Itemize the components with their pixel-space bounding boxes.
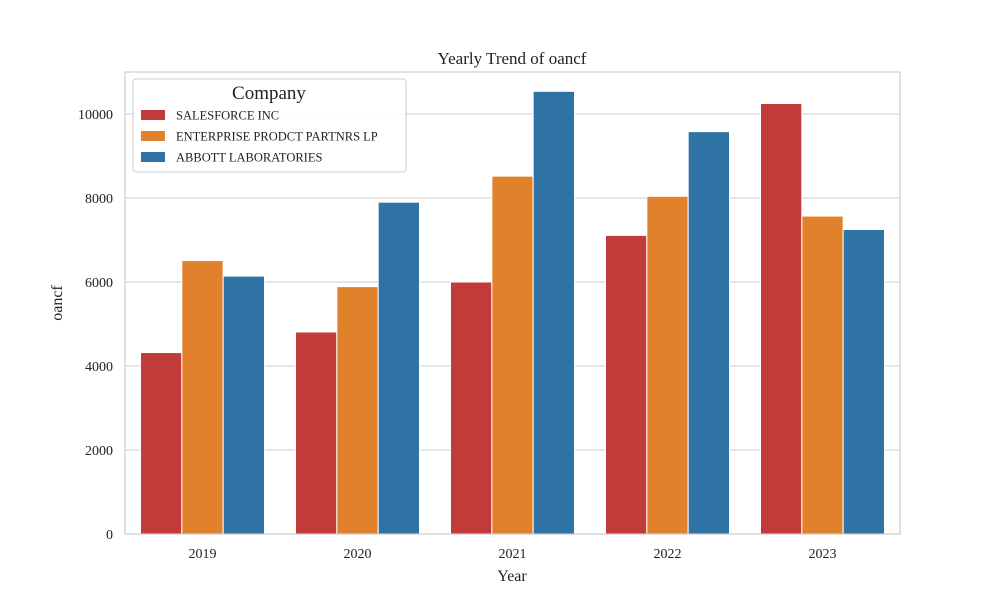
x-axis-label: Year [497, 568, 527, 585]
y-axis-ticks: 0 2000 4000 6000 8000 10000 [78, 108, 113, 543]
bar-2020-series-1 [336, 286, 379, 535]
bar-2023-series-0 [760, 103, 803, 535]
x-tick-label: 2023 [809, 547, 837, 562]
bars [140, 90, 886, 535]
legend-items: SALESFORCE INC ENTERPRISE PRODCT PARTNRS … [141, 109, 378, 165]
bar-2019-series-1 [181, 260, 224, 535]
bar-2019-series-0 [140, 352, 183, 535]
y-tick-label: 2000 [85, 444, 113, 459]
bar-2019-series-2 [222, 275, 266, 535]
legend-box [132, 78, 407, 173]
legend-swatch [141, 152, 165, 162]
bar-2022-series-2 [687, 131, 731, 535]
x-tick-label: 2022 [654, 547, 682, 562]
legend: Company SALESFORCE INC ENTERPRISE PRODCT … [132, 78, 407, 173]
x-tick-label: 2021 [499, 547, 527, 562]
legend-swatch [141, 110, 165, 120]
legend-title: Company [232, 83, 306, 104]
y-tick-label: 6000 [85, 276, 113, 291]
legend-label: ENTERPRISE PRODCT PARTNRS LP [176, 130, 378, 144]
bar-2023-series-2 [842, 229, 886, 535]
bar-2022-series-0 [605, 234, 648, 535]
y-axis-label: oancf [49, 285, 66, 321]
y-tick-label: 10000 [78, 108, 113, 123]
y-tick-label: 8000 [85, 192, 113, 207]
bar-2021-series-0 [450, 281, 493, 535]
x-axis-ticks: 2019 2020 2021 2022 2023 [189, 547, 837, 562]
bar-2020-series-0 [295, 331, 338, 535]
bar-2022-series-1 [646, 195, 689, 535]
y-tick-label: 4000 [85, 360, 113, 375]
bar-2020-series-2 [377, 201, 420, 535]
legend-swatch [141, 131, 165, 141]
bar-2021-series-2 [532, 90, 576, 535]
chart-title: Yearly Trend of oancf [438, 49, 587, 68]
x-tick-label: 2019 [189, 547, 217, 562]
bar-2023-series-1 [801, 215, 844, 535]
legend-label: SALESFORCE INC [176, 109, 279, 123]
x-tick-label: 2020 [344, 547, 372, 562]
plot-frame [124, 71, 901, 535]
legend-label: ABBOTT LABORATORIES [176, 151, 322, 165]
y-tick-label: 0 [106, 528, 113, 543]
bar-2021-series-1 [491, 175, 534, 535]
